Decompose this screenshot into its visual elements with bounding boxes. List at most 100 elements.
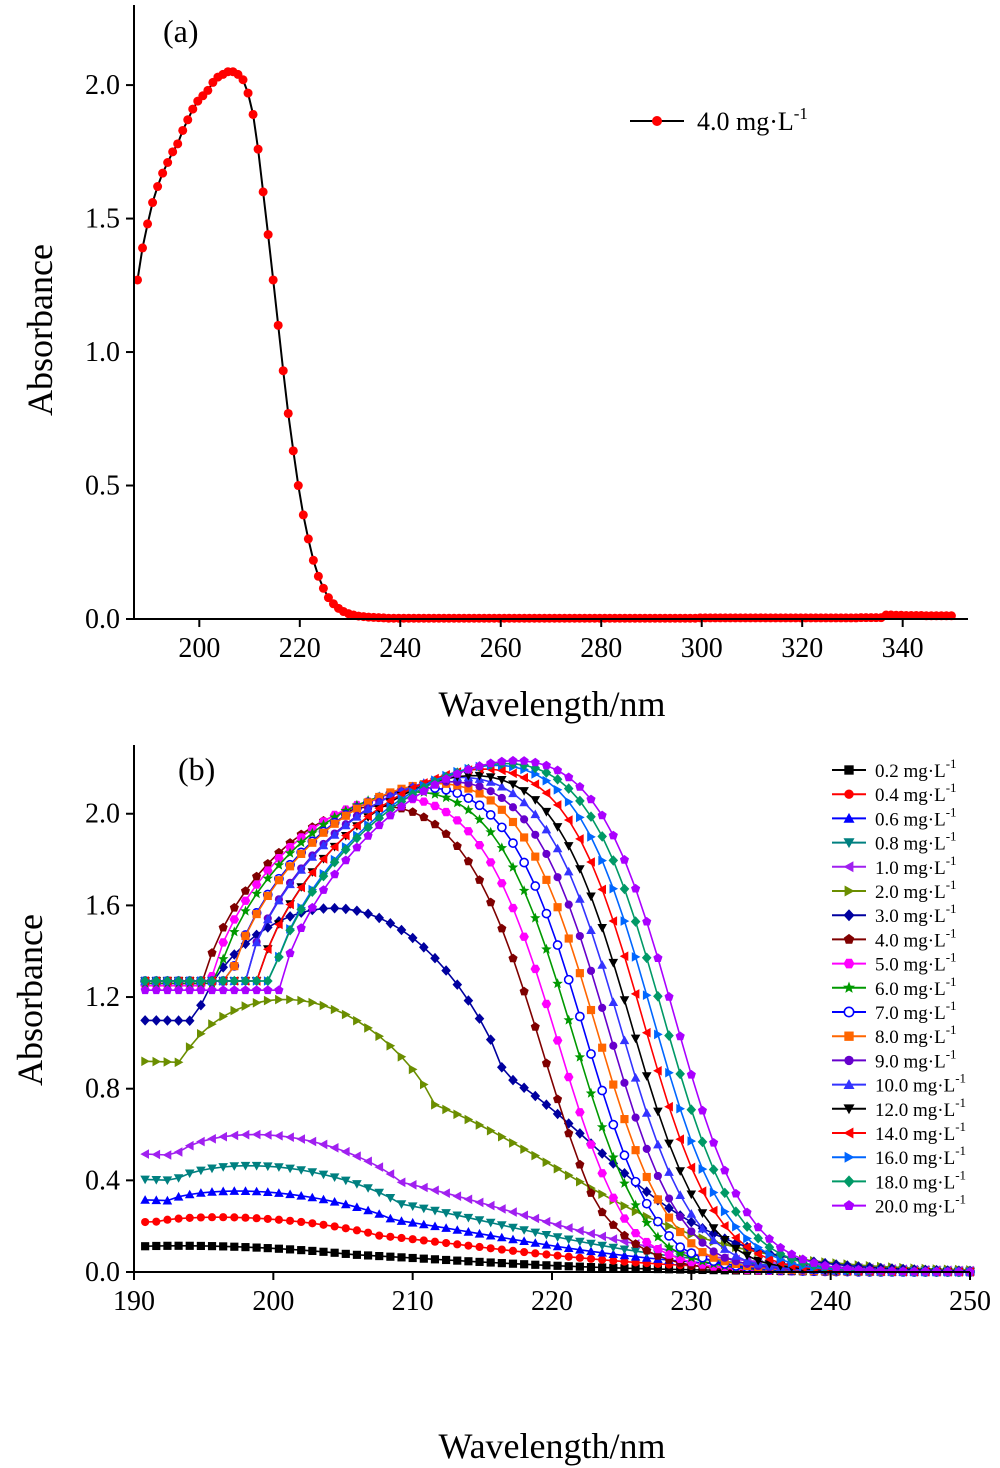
panel-b-data-point bbox=[419, 786, 429, 796]
panel-b-data-point bbox=[787, 1249, 797, 1259]
panel-b-data-point bbox=[452, 1191, 462, 1201]
panel-b-data-point bbox=[329, 1197, 340, 1206]
panel-b-data-point bbox=[697, 1223, 708, 1233]
panel-b-data-point bbox=[553, 1094, 563, 1104]
panel-b-data-point bbox=[341, 844, 351, 855]
panel-b-legend-label: 0.8 mg·L-1 bbox=[875, 829, 957, 855]
panel-b-data-point bbox=[485, 809, 496, 820]
panel-b-data-point bbox=[542, 849, 551, 859]
panel-b-data-point bbox=[519, 1210, 528, 1221]
panel-b-data-point bbox=[408, 1253, 417, 1263]
panel-b-data-point bbox=[374, 1188, 384, 1198]
panel-b-data-point bbox=[675, 1068, 685, 1080]
panel-b-data-point bbox=[509, 1138, 518, 1148]
panel-b-data-point bbox=[541, 999, 552, 1009]
panel-b-data-point bbox=[630, 1072, 641, 1082]
panel-b-data-point bbox=[620, 1257, 629, 1266]
panel-b-legend-label: 16.0 mg·L-1 bbox=[875, 1143, 966, 1169]
panel-b-data-point bbox=[519, 1226, 529, 1235]
panel-b-data-point bbox=[486, 1244, 495, 1253]
panel-b-data-point bbox=[341, 1176, 351, 1186]
panel-b-data-point bbox=[308, 838, 317, 847]
panel-b-legend-marker bbox=[843, 1127, 854, 1139]
panel-a-data-point bbox=[268, 275, 278, 285]
panel-b-data-point bbox=[485, 1218, 496, 1228]
panel-a-x-tick-label: 240 bbox=[379, 633, 421, 664]
panel-b-data-point bbox=[185, 985, 195, 995]
panel-b-data-point bbox=[196, 1188, 206, 1197]
panel-b-legend-marker bbox=[843, 909, 855, 922]
panel-b-data-point bbox=[464, 1241, 473, 1250]
panel-b-data-point bbox=[597, 884, 606, 895]
panel-a-data-point bbox=[313, 571, 323, 581]
panel-b-data-point bbox=[441, 1188, 450, 1198]
panel-b-data-point bbox=[364, 1251, 373, 1260]
panel-b-data-point bbox=[375, 1231, 384, 1240]
panel-b-data-point bbox=[408, 1064, 418, 1075]
panel-b-data-point bbox=[731, 1188, 741, 1198]
panel-b-data-point bbox=[162, 1150, 172, 1160]
panel-b-data-point bbox=[407, 1180, 417, 1190]
panel-b-data-point bbox=[475, 875, 485, 884]
panel-b-data-point bbox=[330, 869, 340, 879]
panel-b-data-point bbox=[374, 912, 384, 924]
panel-b-data-point bbox=[798, 1254, 808, 1264]
panel-b-data-point bbox=[163, 1215, 172, 1224]
panel-b-data-point bbox=[207, 1187, 217, 1196]
panel-b-data-point bbox=[285, 843, 295, 852]
panel-b-data-point bbox=[151, 1195, 162, 1205]
panel-b-data-point bbox=[307, 902, 317, 912]
panel-b-data-point bbox=[731, 1206, 741, 1217]
panel-b-data-point bbox=[519, 932, 529, 941]
panel-b-data-point bbox=[597, 924, 607, 933]
panel-b-data-point bbox=[162, 1176, 173, 1185]
panel-b-data-point bbox=[664, 1250, 674, 1259]
panel-b-data-point bbox=[485, 773, 496, 782]
panel-b-data-point bbox=[296, 904, 306, 915]
panel-b-data-point bbox=[753, 1233, 763, 1244]
panel-b-data-point bbox=[275, 994, 284, 1005]
panel-b-data-point bbox=[597, 810, 607, 820]
panel-b-data-point bbox=[530, 1022, 540, 1031]
panel-b-data-point bbox=[196, 1136, 205, 1147]
panel-b-data-point bbox=[140, 1015, 150, 1026]
panel-b-data-point bbox=[541, 824, 552, 834]
panel-b-data-point bbox=[419, 812, 429, 822]
panel-b-data-point bbox=[464, 784, 473, 793]
panel-b-data-point bbox=[262, 873, 273, 883]
panel-b-data-point bbox=[485, 858, 496, 867]
panel-b-data-point bbox=[151, 1176, 162, 1185]
panel-b-data-point bbox=[263, 1214, 272, 1223]
panel-b-data-point bbox=[263, 1130, 272, 1140]
panel-b-data-point bbox=[140, 985, 150, 995]
panel-b-data-point bbox=[585, 1087, 597, 1098]
panel-b-data-point bbox=[251, 1161, 262, 1171]
panel-b-data-point bbox=[541, 788, 551, 798]
panel-b-data-point bbox=[363, 811, 372, 822]
panel-b-data-point bbox=[809, 1258, 819, 1267]
panel-b-data-point bbox=[608, 1220, 618, 1229]
panel-b-data-point bbox=[518, 885, 530, 896]
panel-b-data-point bbox=[608, 830, 618, 840]
panel-b-data-point bbox=[307, 867, 317, 878]
panel-b-data-point bbox=[407, 1217, 418, 1227]
panel-b-data-point bbox=[486, 897, 496, 907]
panel-b-data-point bbox=[486, 1125, 496, 1136]
panel-b-data-point bbox=[218, 1131, 227, 1142]
panel-b-data-point bbox=[664, 1231, 674, 1241]
panel-b-data-point bbox=[563, 866, 574, 876]
panel-b-data-point bbox=[508, 1246, 518, 1255]
panel-b-data-point bbox=[598, 1189, 607, 1199]
panel-b-data-point bbox=[497, 805, 506, 814]
panel-b-data-point bbox=[475, 789, 484, 798]
panel-b-data-point bbox=[530, 1238, 541, 1247]
panel-b-data-point bbox=[219, 1213, 228, 1222]
panel-b-data-point bbox=[575, 1237, 585, 1247]
panel-b-data-point bbox=[508, 788, 518, 798]
panel-b-data-point bbox=[173, 1174, 184, 1183]
panel-b-data-point bbox=[441, 1209, 451, 1218]
panel-a-y-tick-label: 0.0 bbox=[85, 604, 120, 635]
panel-b-data-point bbox=[486, 1258, 495, 1267]
panel-b-data-point bbox=[207, 1164, 217, 1174]
panel-b-data-point bbox=[173, 1191, 184, 1201]
